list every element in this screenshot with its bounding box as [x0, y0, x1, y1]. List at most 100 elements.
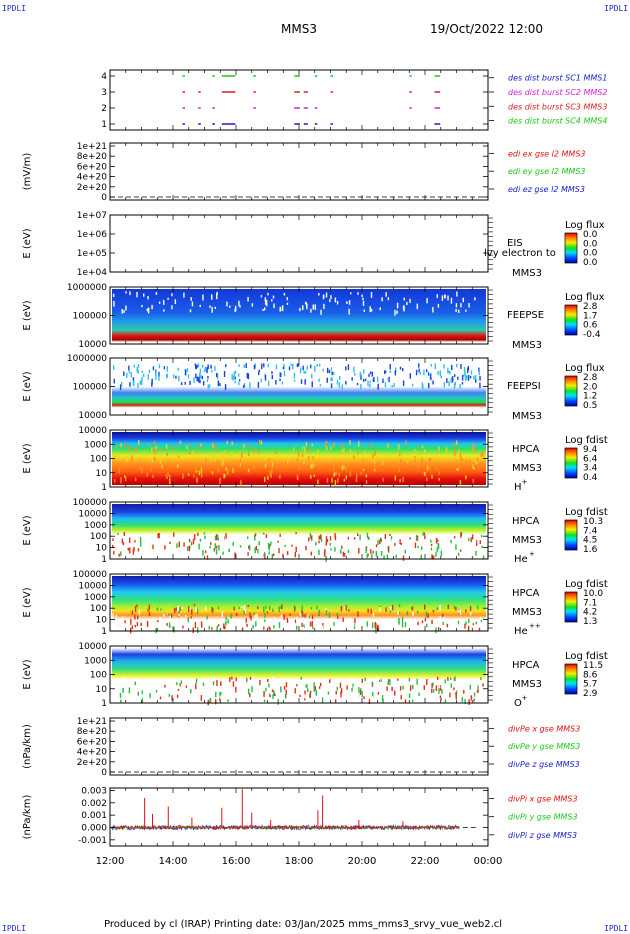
spectrogram-speck — [250, 616, 252, 621]
spectrogram-speck — [396, 687, 399, 692]
y-tick-label: 0 — [101, 768, 107, 778]
spectrogram-speck — [211, 471, 214, 475]
spectrogram-speck — [223, 371, 226, 378]
spectrogram-speck — [384, 679, 386, 684]
spectrogram-speck — [155, 445, 157, 449]
spectrogram-speck — [449, 553, 452, 556]
spectrogram-speck — [364, 626, 367, 629]
legend-entry: divPi x gse MMS3 — [508, 795, 578, 804]
spectrogram-speck — [414, 449, 416, 452]
spectrogram-speck — [359, 692, 362, 697]
spectrogram-speck — [428, 627, 430, 633]
spectrogram-speck — [461, 458, 464, 462]
spectrogram-speck — [299, 694, 301, 698]
spectrogram-speck — [389, 370, 392, 373]
spectrogram-speck — [467, 365, 470, 371]
spectrogram-speck — [329, 298, 331, 303]
spectrogram-speck — [467, 367, 469, 373]
spectrogram-speck — [473, 698, 475, 702]
colorbar-tick: 1.7 — [583, 311, 597, 321]
spectrogram-speck — [446, 623, 449, 628]
spectrogram-speck — [465, 459, 468, 465]
spectrogram-speck — [382, 698, 384, 703]
y-tick-label: 1e+05 — [77, 249, 107, 259]
colorbar-tick: 0.0 — [583, 239, 598, 249]
spectrogram-speck — [368, 537, 370, 540]
instrument-label: EIS — [507, 238, 523, 249]
spectrogram-speck — [438, 548, 441, 552]
spectrogram-speck — [317, 693, 319, 697]
spectrogram-speck — [371, 679, 374, 683]
spectrogram-speck — [254, 547, 256, 554]
spectrogram-speck — [258, 440, 261, 444]
spectrogram-speck — [214, 365, 216, 371]
spectrogram-speck — [336, 300, 339, 305]
spectrogram-speck — [243, 383, 246, 388]
spectrogram-speck — [186, 462, 189, 466]
spectrogram-speck — [180, 680, 183, 684]
spectrogram-speck — [258, 369, 261, 372]
spectrogram-speck — [333, 465, 335, 471]
spectrogram-speck — [155, 370, 157, 377]
spectrogram-speck — [475, 621, 478, 625]
spectrogram-speck — [135, 447, 137, 452]
spectrogram-speck — [326, 477, 329, 483]
y-tick-label: 8e+20 — [77, 152, 108, 162]
spectrogram-speck — [168, 693, 171, 697]
spectrogram-speck — [155, 680, 157, 683]
spectrogram-speck — [212, 443, 214, 449]
spectrogram-speck — [308, 615, 310, 619]
species-label: He — [514, 554, 528, 565]
spectrogram-speck — [190, 297, 192, 301]
spectrogram-speck — [302, 305, 304, 311]
spectrogram-speck — [254, 534, 256, 541]
spectrogram-speck — [265, 605, 267, 609]
spectrogram-speck — [264, 297, 267, 302]
spectrogram-speck — [473, 375, 475, 380]
trace-x — [111, 824, 460, 831]
spectrogram-speck — [334, 535, 337, 541]
spectrogram-speck — [193, 474, 195, 478]
spectrogram-speck — [177, 367, 179, 371]
spectrogram-speck — [225, 616, 227, 621]
y-axis-label: (nPa/km) — [22, 724, 33, 769]
spectrogram-speck — [133, 364, 135, 368]
spectrogram-speck — [409, 373, 412, 379]
spectrogram-speck — [192, 453, 194, 458]
spectrogram-speck — [282, 692, 285, 698]
spectrogram-speck — [288, 689, 290, 696]
spectrogram-speck — [457, 376, 459, 380]
spectrogram-speck — [221, 611, 224, 617]
spectrogram-speck — [431, 619, 433, 625]
spectrogram-speck — [322, 368, 324, 372]
spectrogram-speck — [381, 695, 384, 701]
legend-entry: des dist burst SC1 MMS1 — [508, 74, 607, 83]
y-tick-label: 1 — [101, 483, 107, 493]
spectrogram-speck — [196, 627, 199, 634]
spectrogram-speck — [329, 536, 332, 541]
spectrogram-speck — [469, 684, 472, 690]
spectrogram-speck — [195, 607, 197, 612]
spectrogram-speck — [194, 622, 197, 629]
spectrogram-speck — [316, 605, 318, 610]
spectrogram-speck — [344, 605, 347, 612]
spectrogram-speck — [404, 699, 407, 703]
spectrogram-speck — [209, 698, 212, 703]
spectrogram-speck — [464, 375, 467, 381]
spectrogram-speck — [190, 698, 192, 702]
spectrogram-speck — [392, 551, 394, 556]
spectrogram-speck — [435, 454, 437, 459]
spectrogram-speck — [391, 538, 393, 542]
spectrogram-speck — [414, 693, 416, 699]
spectrogram-speck — [457, 620, 460, 625]
spectrogram-speck — [268, 626, 270, 630]
instrument-label: FEEPSI — [507, 381, 541, 392]
spectrogram-speck — [201, 624, 203, 628]
spectrogram-speck — [303, 624, 305, 628]
spectrogram-speck — [325, 541, 327, 546]
spectrogram-speck — [255, 546, 258, 551]
spectrogram-speck — [383, 555, 385, 559]
spectrogram-speck — [247, 468, 250, 473]
spectrogram-speck — [318, 609, 321, 616]
